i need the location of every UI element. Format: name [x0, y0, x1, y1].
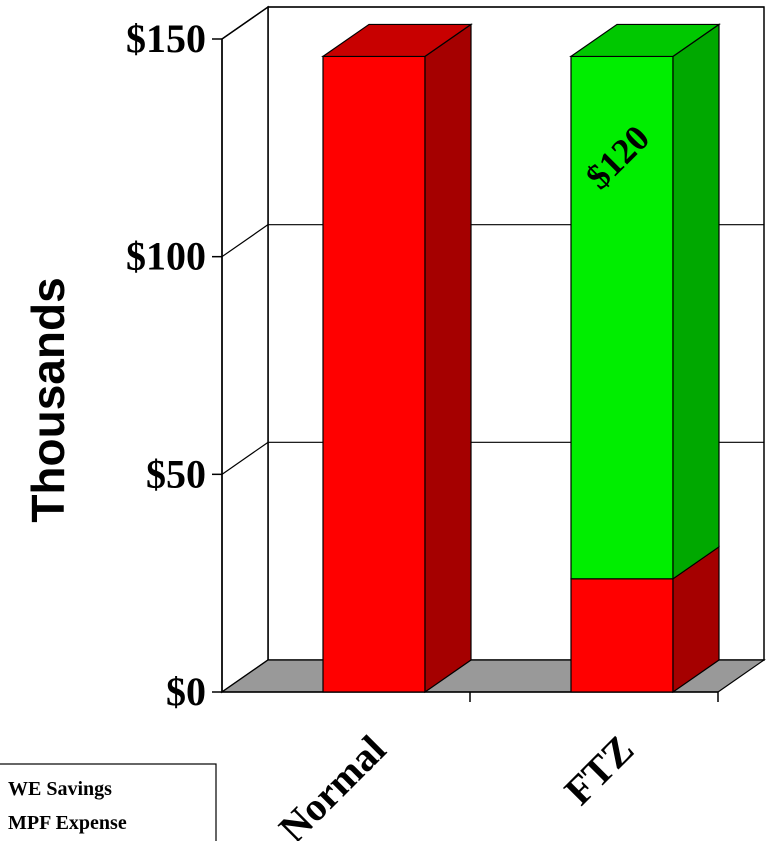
legend-box — [0, 763, 217, 841]
side-wall — [221, 5, 269, 694]
legend: WE Savings MPF Expense — [0, 763, 217, 841]
y-tick-label: $150 — [126, 16, 206, 61]
y-axis-ticks: $0 $50 $100 $150 — [126, 16, 222, 714]
bar-top-ftz-we-savings — [569, 23, 721, 58]
bar-side-normal-mpf-expense — [424, 23, 472, 694]
bar-side-ftz-we-savings — [672, 23, 720, 580]
category-label-ftz: FTZ — [556, 727, 643, 814]
bar-ftz-we-savings — [570, 55, 674, 580]
bar-ftz-mpf-expense — [570, 578, 674, 693]
category-label-normal: Normal — [270, 727, 395, 841]
gridline-side — [221, 224, 269, 258]
y-tick-label: $100 — [126, 234, 206, 279]
y-axis-title: Thousands — [22, 277, 74, 522]
bar-normal-mpf-expense — [322, 55, 426, 693]
legend-label-mpf-expense: MPF Expense — [8, 812, 127, 834]
gridline-side — [221, 6, 269, 40]
bars — [321, 23, 721, 694]
x-axis-labels: Normal FTZ — [270, 692, 719, 841]
bar-top-normal-mpf-expense — [321, 23, 473, 58]
y-tick-label: $0 — [166, 669, 206, 714]
y-tick-label: $50 — [146, 451, 206, 496]
gridline-side — [221, 441, 269, 475]
legend-label-we-savings: WE Savings — [8, 778, 112, 800]
